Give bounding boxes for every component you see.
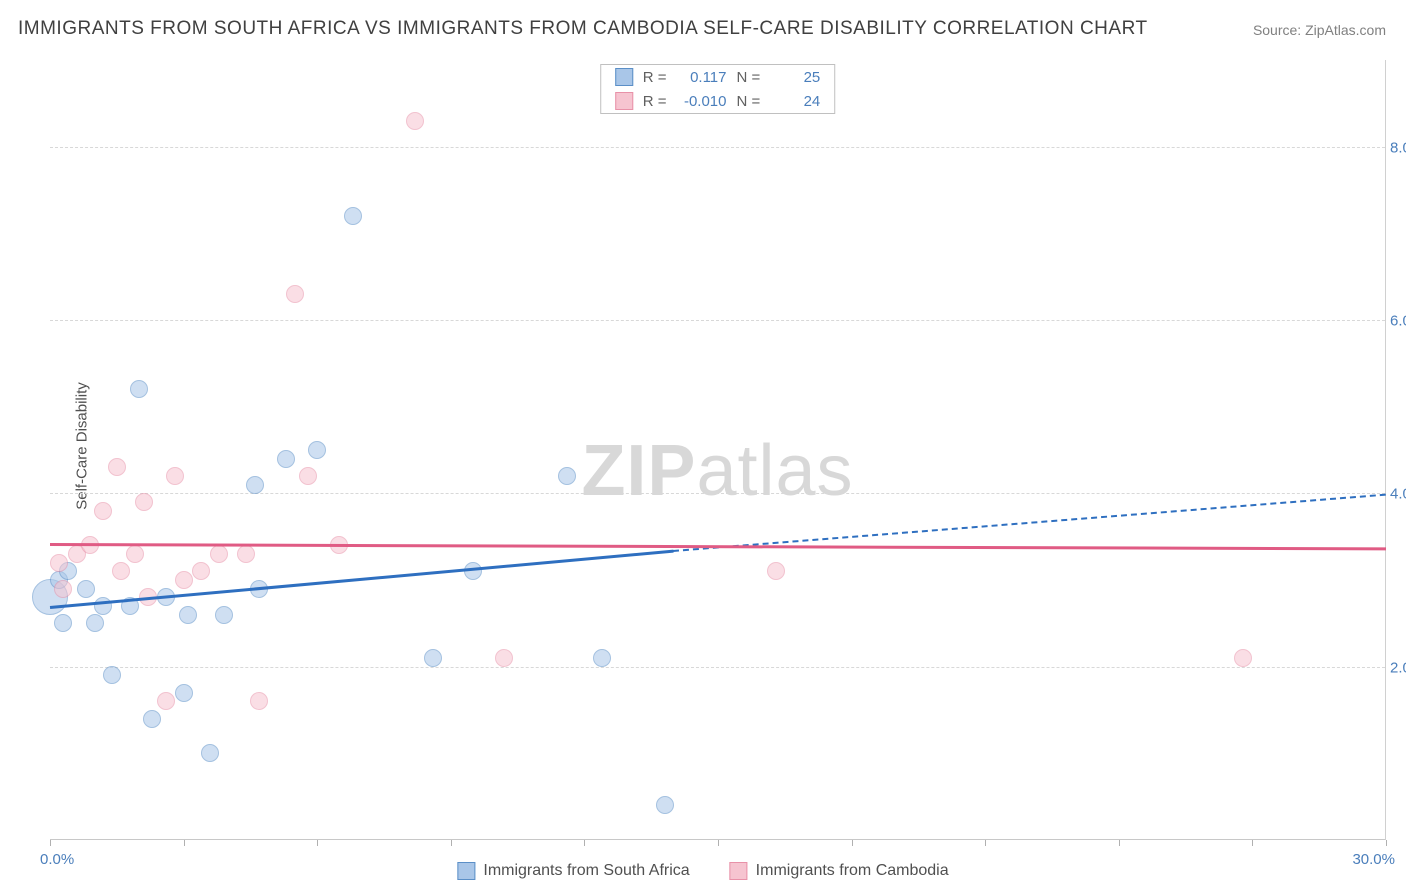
watermark: ZIPatlas xyxy=(581,430,853,512)
series-swatch-icon xyxy=(615,68,633,86)
scatter-point xyxy=(166,467,184,485)
scatter-point xyxy=(1234,649,1252,667)
scatter-point xyxy=(210,545,228,563)
stat-label: N = xyxy=(737,69,761,86)
scatter-point xyxy=(86,614,104,632)
y-tick-label: 8.0% xyxy=(1390,139,1406,156)
x-tick xyxy=(451,840,452,846)
stats-legend: R = 0.117 N = 25 R = -0.010 N = 24 xyxy=(600,64,836,114)
legend: Immigrants from South Africa Immigrants … xyxy=(457,862,948,880)
scatter-point xyxy=(767,562,785,580)
stat-label: N = xyxy=(737,93,761,110)
stat-value: 0.117 xyxy=(677,69,727,86)
y-tick-label: 2.0% xyxy=(1390,659,1406,676)
gridline: 2.0% xyxy=(50,667,1385,668)
scatter-point xyxy=(108,458,126,476)
x-tick xyxy=(1252,840,1253,846)
scatter-point xyxy=(277,450,295,468)
scatter-point xyxy=(464,562,482,580)
stats-row: R = -0.010 N = 24 xyxy=(601,89,835,113)
scatter-point xyxy=(237,545,255,563)
scatter-point xyxy=(126,545,144,563)
scatter-point xyxy=(299,467,317,485)
scatter-point xyxy=(308,441,326,459)
scatter-point xyxy=(130,380,148,398)
scatter-point xyxy=(175,571,193,589)
scatter-point xyxy=(135,493,153,511)
scatter-point xyxy=(424,649,442,667)
scatter-point xyxy=(215,606,233,624)
x-tick xyxy=(584,840,585,846)
trend-line xyxy=(50,550,674,609)
scatter-point xyxy=(286,285,304,303)
x-tick xyxy=(718,840,719,846)
scatter-point xyxy=(179,606,197,624)
y-tick-label: 4.0% xyxy=(1390,486,1406,503)
scatter-point xyxy=(246,476,264,494)
stat-value: -0.010 xyxy=(677,93,727,110)
y-tick-label: 6.0% xyxy=(1390,313,1406,330)
stat-value: 24 xyxy=(770,93,820,110)
legend-swatch-icon xyxy=(730,862,748,880)
scatter-point xyxy=(192,562,210,580)
x-tick xyxy=(50,840,51,846)
legend-swatch-icon xyxy=(457,862,475,880)
scatter-point xyxy=(656,796,674,814)
scatter-point xyxy=(344,207,362,225)
gridline: 6.0% xyxy=(50,320,1385,321)
gridline: 8.0% xyxy=(50,147,1385,148)
scatter-point xyxy=(112,562,130,580)
series-swatch-icon xyxy=(615,92,633,110)
scatter-point xyxy=(54,614,72,632)
scatter-point xyxy=(558,467,576,485)
x-tick xyxy=(985,840,986,846)
scatter-point xyxy=(50,554,68,572)
scatter-point xyxy=(77,580,95,598)
stat-label: R = xyxy=(643,93,667,110)
plot-area: ZIPatlas 2.0%4.0%6.0%8.0% 0.0% 30.0% R =… xyxy=(50,60,1386,840)
x-tick xyxy=(1386,840,1387,846)
trend-line-extrapolated xyxy=(673,493,1386,551)
scatter-point xyxy=(593,649,611,667)
x-axis-max-label: 30.0% xyxy=(1352,851,1395,868)
scatter-point xyxy=(406,112,424,130)
scatter-point xyxy=(175,684,193,702)
legend-label: Immigrants from South Africa xyxy=(483,862,689,880)
source-attribution: Source: ZipAtlas.com xyxy=(1253,22,1386,38)
x-tick xyxy=(184,840,185,846)
gridline: 4.0% xyxy=(50,493,1385,494)
legend-item: Immigrants from Cambodia xyxy=(730,862,949,880)
scatter-point xyxy=(201,744,219,762)
scatter-point xyxy=(157,692,175,710)
stats-row: R = 0.117 N = 25 xyxy=(601,65,835,89)
stat-label: R = xyxy=(643,69,667,86)
x-tick xyxy=(1119,840,1120,846)
scatter-point xyxy=(54,580,72,598)
scatter-point xyxy=(250,692,268,710)
x-tick xyxy=(852,840,853,846)
scatter-point xyxy=(103,666,121,684)
legend-item: Immigrants from South Africa xyxy=(457,862,689,880)
stat-value: 25 xyxy=(770,69,820,86)
scatter-point xyxy=(143,710,161,728)
x-tick xyxy=(317,840,318,846)
scatter-point xyxy=(94,502,112,520)
chart-title: IMMIGRANTS FROM SOUTH AFRICA VS IMMIGRAN… xyxy=(18,18,1148,40)
x-axis-min-label: 0.0% xyxy=(40,851,74,868)
legend-label: Immigrants from Cambodia xyxy=(756,862,949,880)
scatter-point xyxy=(495,649,513,667)
